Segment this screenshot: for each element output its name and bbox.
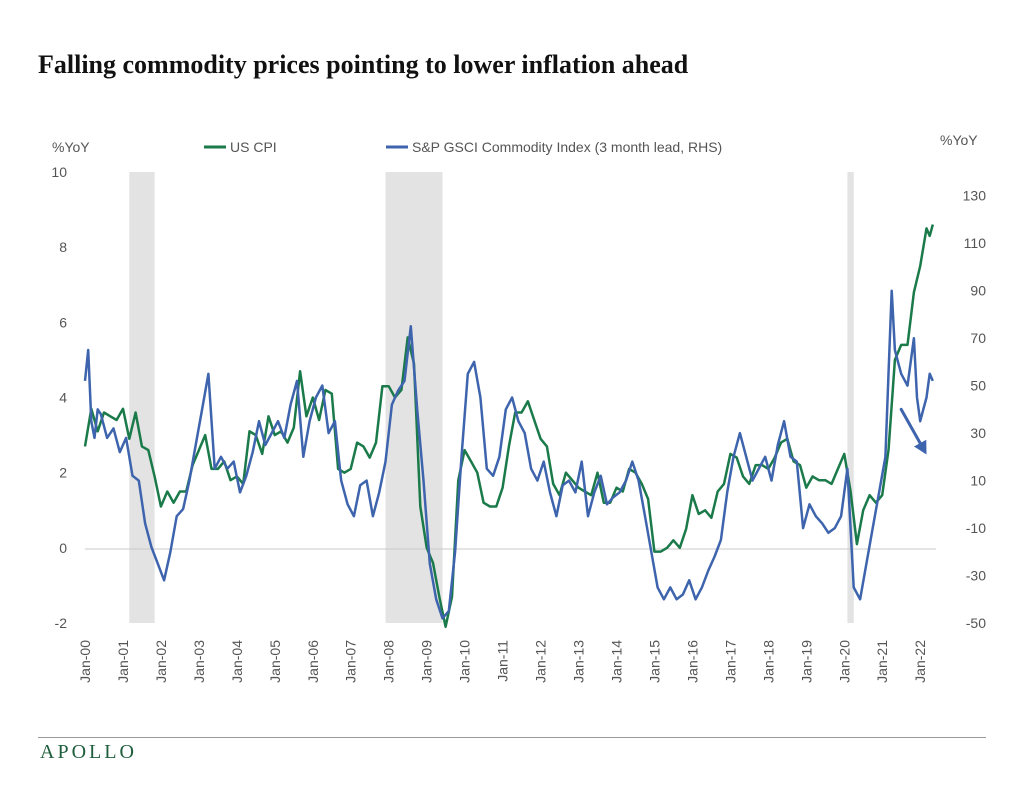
x-tick-label: Jan-05 — [267, 640, 283, 683]
x-tick-label: Jan-08 — [381, 640, 397, 683]
x-tick-label: Jan-16 — [684, 640, 700, 683]
recession-band-1 — [129, 172, 155, 623]
down-arrow-annotation — [899, 407, 927, 455]
x-tick-label: Jan-15 — [646, 640, 662, 683]
left-tick-label: 4 — [59, 390, 67, 406]
left-axis-unit: %YoY — [52, 139, 90, 155]
left-tick-label: 6 — [59, 314, 67, 330]
recession-bands — [129, 172, 854, 623]
right-tick-label: 50 — [970, 378, 986, 394]
left-tick-label: 2 — [59, 465, 67, 481]
arrow-shaft — [899, 407, 922, 445]
series-line-gsci — [83, 289, 934, 620]
right-tick-label: 130 — [963, 188, 987, 204]
x-tick-label: Jan-06 — [305, 640, 321, 683]
x-tick-label: Jan-17 — [722, 640, 738, 683]
legend-label-cpi: US CPI — [230, 139, 277, 155]
x-tick-label: Jan-22 — [912, 640, 928, 683]
x-tick-label: Jan-19 — [798, 640, 814, 683]
left-tick-label: -2 — [55, 615, 68, 631]
x-tick-label: Jan-07 — [343, 640, 359, 683]
x-tick-label: Jan-18 — [760, 640, 776, 683]
chart-title: Falling commodity prices pointing to low… — [38, 50, 689, 79]
right-axis-unit: %YoY — [940, 132, 978, 148]
legend: US CPI S&P GSCI Commodity Index (3 month… — [204, 139, 722, 155]
right-tick-label: -50 — [966, 615, 986, 631]
brand-logo: APOLLO — [40, 741, 137, 763]
right-tick-label: 70 — [970, 330, 986, 346]
x-axis-ticks: Jan-00 Jan-01 Jan-02 Jan-03 Jan-04 Jan-05 Jan-… — [77, 640, 928, 683]
x-tick-label: Jan-11 — [495, 640, 511, 682]
right-axis-ticks: -50 -30 -10 10 30 50 70 90 110 130 — [963, 188, 987, 631]
right-tick-label: -30 — [966, 568, 986, 584]
right-tick-label: 10 — [970, 473, 986, 489]
legend-label-gsci: S&P GSCI Commodity Index (3 month lead, … — [412, 139, 722, 155]
recession-band-3 — [847, 172, 854, 623]
right-tick-label: 90 — [970, 283, 986, 299]
right-tick-label: -10 — [966, 520, 986, 536]
x-tick-label: Jan-02 — [153, 640, 169, 683]
x-tick-label: Jan-03 — [191, 640, 207, 683]
x-tick-label: Jan-21 — [874, 640, 890, 683]
left-axis-ticks: -2 0 2 4 6 8 10 — [51, 164, 67, 631]
x-tick-label: Jan-12 — [533, 640, 549, 683]
arrow-head — [914, 439, 927, 455]
x-tick-label: Jan-20 — [836, 640, 852, 683]
right-tick-label: 30 — [970, 425, 986, 441]
footer-divider — [38, 737, 986, 738]
left-tick-label: 10 — [51, 164, 67, 180]
x-tick-label: Jan-13 — [571, 640, 587, 683]
x-tick-label: Jan-04 — [229, 640, 245, 683]
x-tick-label: Jan-09 — [419, 640, 435, 683]
left-tick-label: 0 — [59, 540, 67, 556]
left-tick-label: 8 — [59, 239, 67, 255]
x-tick-label: Jan-00 — [77, 640, 93, 683]
x-tick-label: Jan-10 — [457, 640, 473, 683]
right-tick-label: 110 — [964, 235, 987, 251]
x-tick-label: Jan-01 — [115, 640, 131, 683]
x-tick-label: Jan-14 — [608, 640, 624, 683]
